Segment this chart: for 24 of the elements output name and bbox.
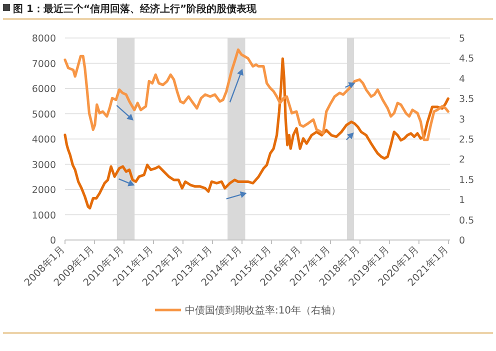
- y2-tick-label: 2: [459, 154, 466, 166]
- y2-tick-label: 2.5: [459, 134, 474, 146]
- y-tick-label: 8000: [32, 34, 56, 44]
- y-tick-label: 2000: [32, 185, 56, 196]
- y2-tick-label: 0: [459, 236, 466, 246]
- y-tick-label: 7000: [32, 58, 56, 70]
- y-tick-label: 1000: [32, 210, 56, 222]
- y2-tick-label: 1: [459, 195, 466, 206]
- y2-tick-label: 3.5: [459, 94, 474, 106]
- y-tick-label: 4000: [32, 134, 56, 146]
- y2-tick-label: 3: [459, 114, 466, 126]
- line-series: [64, 57, 450, 210]
- y-tick-label: 5000: [32, 109, 56, 120]
- y2-tick-label: 4.5: [459, 54, 474, 65]
- y-tick-label: 3000: [32, 160, 56, 171]
- chart-title: 图 1：最近三个“信用回落、经济上行”阶段的股债表现: [13, 3, 258, 15]
- y-tick-label: 0: [50, 236, 56, 246]
- legend-label: 中债国债到期收益率:10年（右轴）: [184, 304, 342, 316]
- line-series: [64, 48, 450, 142]
- y2-tick-label: 4: [459, 74, 466, 85]
- y2-tick-label: 5: [459, 34, 466, 44]
- y2-tick-label: 0.5: [459, 215, 474, 226]
- y-tick-label: 6000: [32, 84, 56, 95]
- y2-tick-label: 1.5: [459, 174, 474, 186]
